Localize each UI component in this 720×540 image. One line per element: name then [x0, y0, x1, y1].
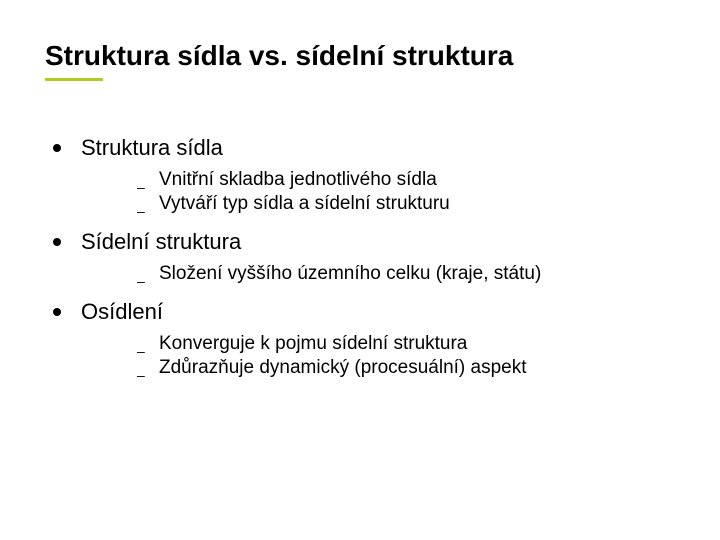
- disc-bullet-icon: [53, 238, 61, 246]
- list-item: Sídelní struktura – Složení vyššího územ…: [45, 229, 675, 285]
- item-label: Struktura sídla: [81, 135, 223, 160]
- sub-item: – Vytváří typ sídla a sídelní strukturu: [81, 193, 675, 215]
- sub-item-label: Složení vyššího územního celku (kraje, s…: [159, 263, 541, 284]
- title-block: Struktura sídla vs. sídelní struktura: [45, 40, 675, 81]
- main-list: Struktura sídla – Vnitřní skladba jednot…: [45, 135, 675, 379]
- slide-title: Struktura sídla vs. sídelní struktura: [45, 40, 675, 72]
- list-item: Struktura sídla – Vnitřní skladba jednot…: [45, 135, 675, 215]
- sub-item-label: Vnitřní skladba jednotlivého sídla: [159, 169, 437, 190]
- slide: Struktura sídla vs. sídelní struktura St…: [0, 0, 720, 540]
- title-underline: [45, 78, 103, 81]
- sub-list: – Vnitřní skladba jednotlivého sídla – V…: [81, 169, 675, 215]
- sub-item-label: Zdůrazňuje dynamický (procesuální) aspek…: [159, 357, 527, 378]
- sub-list: – Konverguje k pojmu sídelní struktura –…: [81, 333, 675, 379]
- dash-bullet-icon: –: [137, 274, 145, 288]
- sub-item-label: Konverguje k pojmu sídelní struktura: [159, 333, 467, 354]
- sub-item: – Konverguje k pojmu sídelní struktura: [81, 333, 675, 355]
- dash-bullet-icon: –: [137, 344, 145, 358]
- item-label: Sídelní struktura: [81, 229, 241, 254]
- dash-bullet-icon: –: [137, 204, 145, 218]
- dash-bullet-icon: –: [137, 368, 145, 382]
- disc-bullet-icon: [53, 308, 61, 316]
- sub-item: – Vnitřní skladba jednotlivého sídla: [81, 169, 675, 191]
- item-label: Osídlení: [81, 299, 163, 324]
- sub-list: – Složení vyššího územního celku (kraje,…: [81, 263, 675, 285]
- list-item: Osídlení – Konverguje k pojmu sídelní st…: [45, 299, 675, 379]
- sub-item: – Zdůrazňuje dynamický (procesuální) asp…: [81, 357, 675, 379]
- dash-bullet-icon: –: [137, 180, 145, 194]
- disc-bullet-icon: [53, 144, 61, 152]
- sub-item: – Složení vyššího územního celku (kraje,…: [81, 263, 675, 285]
- sub-item-label: Vytváří typ sídla a sídelní strukturu: [159, 193, 450, 214]
